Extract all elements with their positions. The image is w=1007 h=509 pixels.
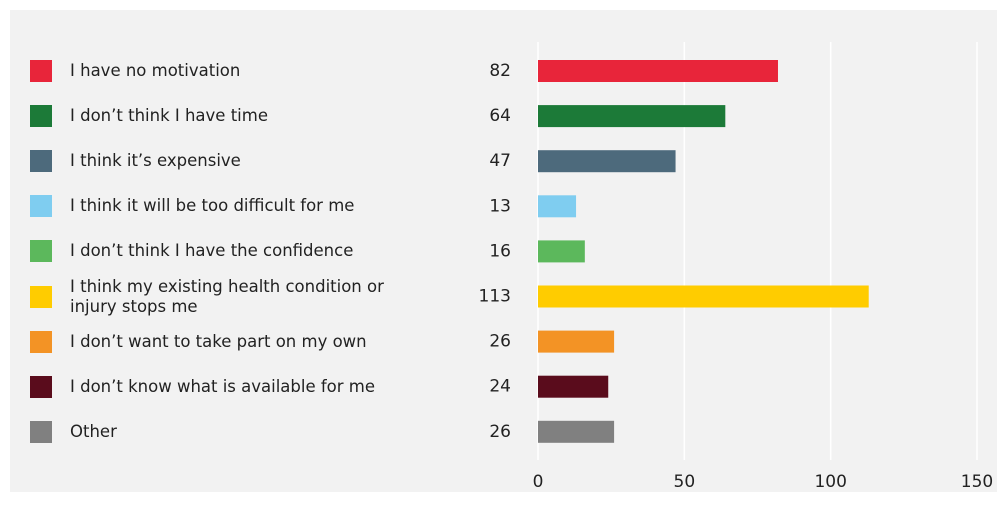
legend-swatch [30, 240, 52, 263]
value-label: 82 [489, 61, 511, 81]
bar [538, 420, 615, 443]
category-label: I have no motivation [70, 61, 241, 80]
legend-swatch [30, 285, 52, 308]
value-label: 64 [489, 106, 511, 126]
bar [538, 195, 577, 218]
value-label: 16 [489, 241, 511, 261]
value-label: 113 [479, 287, 511, 307]
bar [538, 330, 615, 353]
category-label: I think it’s expensive [70, 151, 241, 171]
value-label: 24 [489, 377, 511, 397]
bar [538, 375, 609, 398]
x-tick-label: 50 [674, 472, 696, 492]
bar [538, 150, 676, 173]
legend-swatch [30, 420, 52, 443]
legend-swatch [30, 150, 52, 173]
bar [538, 285, 869, 308]
x-tick-label: 100 [814, 472, 846, 492]
legend-swatch [30, 330, 52, 353]
value-label: 13 [489, 196, 511, 216]
bar [538, 240, 585, 263]
legend-swatch [30, 105, 52, 128]
value-label: 47 [489, 151, 511, 171]
x-tick-label: 150 [961, 472, 993, 492]
x-tick-label: 0 [533, 472, 544, 492]
bar [538, 60, 778, 82]
value-label: 26 [489, 332, 511, 352]
value-label: 26 [489, 422, 511, 442]
category-label: Other [70, 421, 117, 441]
category-label: I don’t know what is available for me [70, 376, 376, 396]
category-label: I think it will be too difficult for me [70, 196, 355, 216]
legend-swatch [30, 375, 52, 398]
category-label: I think my existing health condition or … [70, 276, 384, 316]
bar [538, 105, 726, 128]
chart-panel [10, 10, 997, 492]
category-label: I don’t want to take part on my own [70, 331, 367, 351]
category-label: I don’t think I have time [70, 106, 268, 126]
legend-swatch [30, 195, 52, 218]
legend-swatch [30, 60, 52, 82]
category-label: I don’t think I have the confidence [70, 241, 354, 261]
